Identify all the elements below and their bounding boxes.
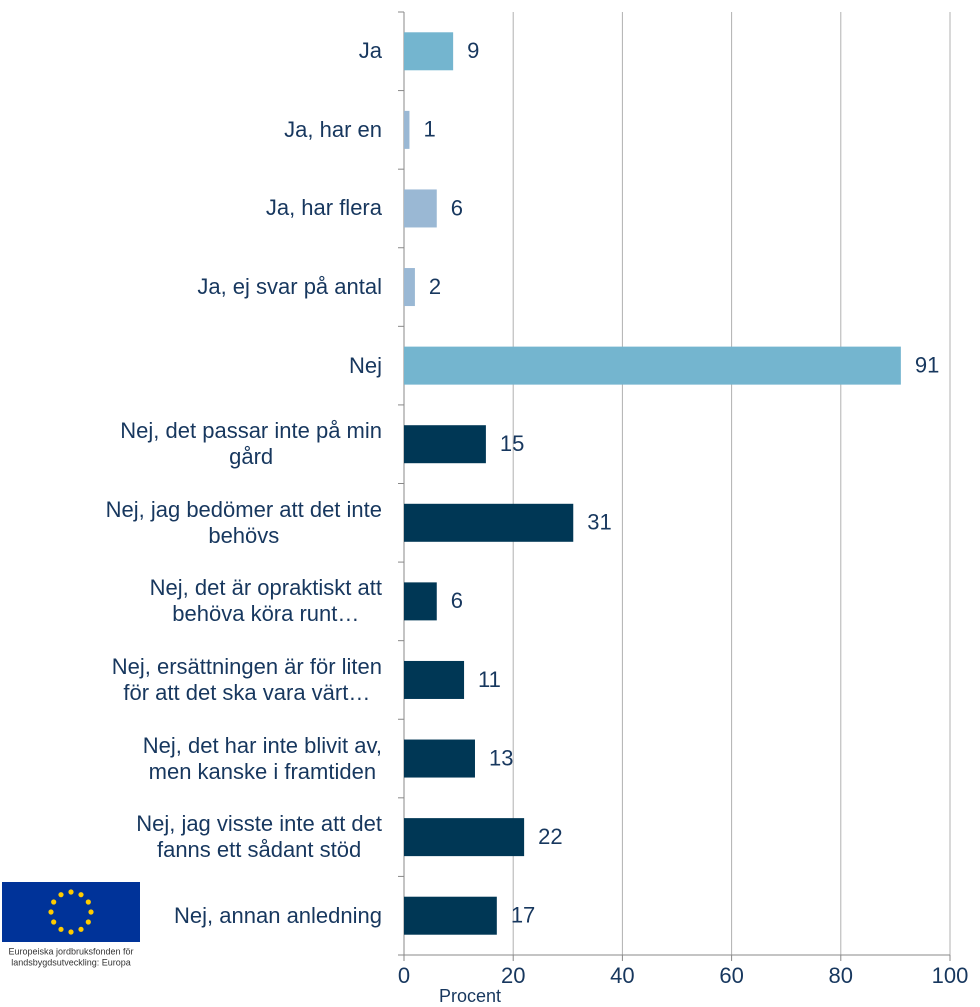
star bbox=[51, 919, 57, 925]
bar bbox=[404, 503, 574, 542]
category-text: Nej, det är opraktiskt att behöva köra r… bbox=[149, 575, 382, 627]
x-tick-label: 80 bbox=[829, 963, 853, 988]
star bbox=[68, 889, 74, 895]
category-text: Ja, ej svar på antal bbox=[197, 274, 382, 300]
data-label: 13 bbox=[489, 745, 513, 770]
category-text: Nej, det passar inte på min gård bbox=[120, 418, 382, 470]
category-label: Nej, det är opraktiskt att behöva köra r… bbox=[150, 561, 382, 641]
star bbox=[85, 919, 91, 925]
data-label: 15 bbox=[500, 431, 524, 456]
data-label: 11 bbox=[478, 667, 501, 692]
category-text: Nej, annan anledning bbox=[174, 902, 382, 928]
bar bbox=[404, 32, 454, 71]
star bbox=[58, 926, 64, 932]
logo-text: landsbygdsutveckling: Europa bbox=[11, 957, 131, 967]
category-label: Nej, annan anledning bbox=[174, 876, 382, 956]
star bbox=[88, 909, 94, 915]
data-label: 2 bbox=[429, 274, 441, 299]
category-text: Nej, jag bedömer att det inte behövs bbox=[105, 496, 382, 548]
data-label: 9 bbox=[467, 38, 479, 63]
bar bbox=[404, 268, 415, 307]
x-tick-label: 60 bbox=[719, 963, 743, 988]
category-text: Ja, har flera bbox=[265, 195, 382, 221]
category-label: Nej, jag visste inte att det fanns ett s… bbox=[136, 797, 382, 877]
x-tick-label: 20 bbox=[501, 963, 525, 988]
bar bbox=[404, 660, 465, 699]
x-tick-label: 0 bbox=[398, 963, 410, 988]
star bbox=[48, 909, 54, 915]
bar bbox=[404, 425, 486, 464]
x-tick-label: 100 bbox=[932, 963, 969, 988]
data-label: 17 bbox=[511, 903, 535, 928]
star bbox=[78, 926, 84, 932]
data-label: 6 bbox=[451, 588, 463, 613]
bar bbox=[404, 582, 437, 621]
bar bbox=[404, 818, 525, 857]
star bbox=[68, 929, 74, 935]
star bbox=[85, 899, 91, 905]
data-label: 31 bbox=[587, 510, 611, 535]
category-label: Nej, ersättningen är för liten för att d… bbox=[112, 640, 382, 720]
category-text: Nej bbox=[348, 352, 382, 378]
category-text: Nej, det har inte blivit av, men kanske … bbox=[142, 732, 382, 784]
bar bbox=[404, 739, 475, 778]
bar bbox=[404, 346, 901, 385]
category-label: Nej, det har inte blivit av, men kanske … bbox=[143, 719, 382, 799]
logo-text: Europeiska jordbruksfonden för bbox=[8, 946, 133, 956]
category-label: Nej, det passar inte på min gård bbox=[120, 404, 382, 484]
x-axis-label: Procent bbox=[439, 986, 501, 1006]
star bbox=[51, 899, 57, 905]
category-label: Ja, har flera bbox=[266, 168, 382, 248]
bar bbox=[404, 896, 497, 935]
category-label: Nej, jag bedömer att det inte behövs bbox=[106, 483, 382, 563]
category-text: Nej, jag visste inte att det fanns ett s… bbox=[136, 811, 382, 863]
category-label: Ja, har en bbox=[284, 90, 382, 170]
category-label: Ja bbox=[359, 11, 382, 91]
data-label: 22 bbox=[538, 824, 562, 849]
star bbox=[58, 892, 64, 898]
data-label: 1 bbox=[423, 117, 435, 142]
star bbox=[78, 892, 84, 898]
data-label: 91 bbox=[915, 352, 939, 377]
category-text: Ja, har en bbox=[284, 116, 382, 142]
category-text: Nej, ersättningen är för liten för att d… bbox=[111, 653, 382, 705]
x-tick-label: 40 bbox=[610, 963, 634, 988]
category-label: Nej bbox=[349, 326, 382, 406]
category-text: Ja bbox=[358, 38, 382, 64]
bar bbox=[404, 110, 410, 149]
category-label: Ja, ej svar på antal bbox=[197, 247, 382, 327]
eu-stars bbox=[48, 889, 94, 935]
data-label: 6 bbox=[451, 195, 463, 220]
bar bbox=[404, 189, 437, 228]
